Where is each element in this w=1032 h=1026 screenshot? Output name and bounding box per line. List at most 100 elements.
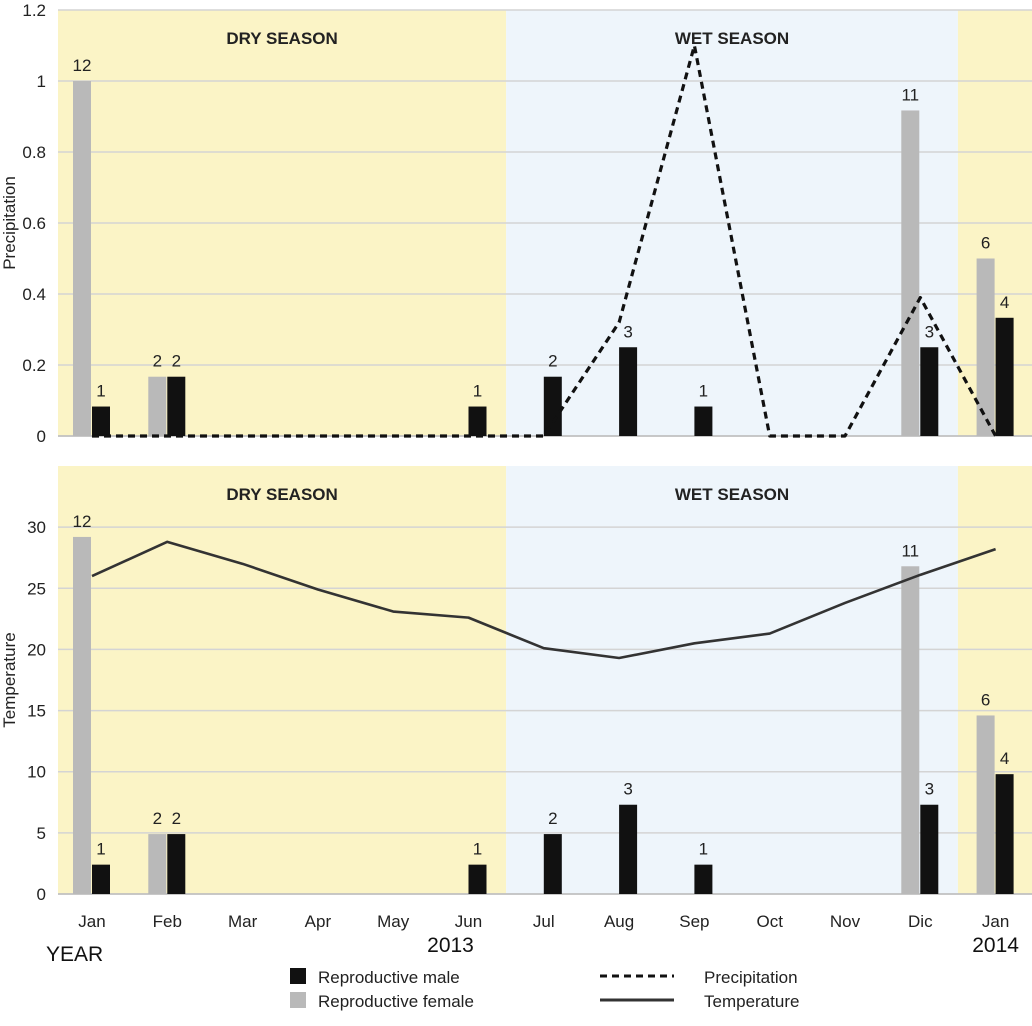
male-bar-dic-11 bbox=[920, 804, 939, 894]
male-count-label: 2 bbox=[548, 809, 557, 828]
male-count-label: 3 bbox=[925, 780, 934, 799]
female-bar-feb-1 bbox=[148, 376, 167, 436]
male-count-label: 1 bbox=[699, 840, 708, 859]
temperature-line bbox=[91, 540, 997, 660]
female-bar-jan-12 bbox=[976, 715, 995, 894]
male-bar-feb-1 bbox=[167, 834, 186, 894]
y-tick-label: 1.2 bbox=[22, 1, 46, 20]
x-tick-label-oct-9: Oct bbox=[756, 912, 783, 931]
male-bar-aug-7 bbox=[619, 347, 638, 436]
y-tick-label: 0 bbox=[37, 885, 46, 904]
female-count-label: 2 bbox=[153, 809, 162, 828]
y-tick-label: 0.6 bbox=[22, 214, 46, 233]
x-tick-label-jan-12: Jan bbox=[982, 912, 1009, 931]
y-tick-label: 1 bbox=[37, 72, 46, 91]
x-tick-label-sep-8: Sep bbox=[679, 912, 709, 931]
x-tick-label-aug-7: Aug bbox=[604, 912, 634, 931]
x-tick-label-jan-0: Jan bbox=[78, 912, 105, 931]
year-2013-label: 2013 bbox=[427, 934, 474, 957]
temperature-panel: 0 5 10 15 20 25 30 Temperature DRY SEASON WET SEA… bbox=[0, 466, 1032, 904]
male-count-label: 2 bbox=[172, 352, 181, 371]
male-bar-jun-5 bbox=[468, 406, 487, 436]
x-tick-label-feb-1: Feb bbox=[153, 912, 182, 931]
season-label-1: WET SEASON bbox=[675, 29, 789, 48]
female-bar-jan-0 bbox=[73, 81, 91, 436]
male-count-label: 2 bbox=[548, 352, 557, 371]
y-tick-label: 20 bbox=[27, 640, 46, 659]
x-tick-label-mar-2: Mar bbox=[228, 912, 258, 931]
male-count-label: 1 bbox=[699, 382, 708, 401]
x-tick-label-nov-10: Nov bbox=[830, 912, 861, 931]
male-count-label: 3 bbox=[623, 780, 632, 799]
season-label-0: DRY SEASON bbox=[226, 485, 337, 504]
female-count-label: 6 bbox=[981, 690, 990, 709]
male-bar-aug-7 bbox=[619, 804, 638, 894]
x-tick-label-may-4: May bbox=[377, 912, 410, 931]
y-tick-label: 15 bbox=[27, 702, 46, 721]
y-tick-label: 0.8 bbox=[22, 143, 46, 162]
male-bar-dic-11 bbox=[920, 347, 939, 436]
precipitation-panel: 0 0.2 0.4 0.6 0.8 1 1.2 Precipitation DRY SEASON… bbox=[0, 1, 1032, 446]
x-axis: Jan Feb Mar Apr May Jun Jul Aug Sep Oct Nov Dic Jan Y… bbox=[46, 912, 1019, 966]
season-label-1: WET SEASON bbox=[675, 485, 789, 504]
precipitation-line bbox=[92, 43, 998, 438]
male-bar-jan-12 bbox=[995, 774, 1014, 894]
male-bar-feb-1 bbox=[167, 376, 186, 436]
female-count-label: 12 bbox=[73, 512, 92, 531]
legend-label-3: Temperature bbox=[704, 992, 799, 1011]
female-bar-jan-0 bbox=[73, 536, 91, 894]
male-bar-sep-8 bbox=[694, 864, 713, 894]
year-2014-label: 2014 bbox=[972, 934, 1019, 957]
male-count-label: 1 bbox=[473, 840, 482, 859]
x-tick-label-dic-11: Dic bbox=[908, 912, 933, 931]
male-count-label: 4 bbox=[1000, 293, 1009, 312]
legend-swatch-1 bbox=[290, 992, 306, 1008]
legend-label-1: Reproductive female bbox=[318, 992, 474, 1011]
male-count-label: 3 bbox=[623, 322, 632, 341]
y-tick-label: 5 bbox=[37, 824, 46, 843]
year-prefix-label: YEAR bbox=[46, 943, 103, 966]
female-count-label: 11 bbox=[901, 541, 919, 560]
male-bar-jan-0 bbox=[92, 864, 110, 894]
male-bar-jun-5 bbox=[468, 864, 487, 894]
y-tick-label: 30 bbox=[27, 518, 46, 537]
y-tick-label: 10 bbox=[27, 763, 46, 782]
female-bar-dic-11 bbox=[901, 566, 920, 894]
male-count-label: 3 bbox=[925, 322, 934, 341]
male-bar-jul-6 bbox=[543, 376, 562, 436]
legend: Reproductive male Reproductive female Prec… bbox=[290, 968, 799, 1011]
female-count-label: 6 bbox=[981, 234, 990, 253]
season-band-2 bbox=[957, 466, 1032, 894]
y-tick-label: 0.2 bbox=[22, 356, 46, 375]
male-count-label: 1 bbox=[96, 840, 105, 859]
y-axis-label: Temperature bbox=[0, 632, 19, 727]
male-bar-sep-8 bbox=[694, 406, 713, 436]
male-count-label: 2 bbox=[172, 809, 181, 828]
y-tick-label: 0.4 bbox=[22, 285, 46, 304]
female-bar-dic-11 bbox=[901, 110, 920, 436]
season-band-0 bbox=[58, 466, 507, 894]
male-count-label: 1 bbox=[473, 382, 482, 401]
x-tick-label-jun-5: Jun bbox=[455, 912, 482, 931]
y-tick-label: 0 bbox=[37, 427, 46, 446]
y-tick-label: 25 bbox=[27, 579, 46, 598]
x-tick-label-apr-3: Apr bbox=[305, 912, 332, 931]
legend-label-2: Precipitation bbox=[704, 968, 798, 987]
legend-label-0: Reproductive male bbox=[318, 968, 460, 987]
female-bar-feb-1 bbox=[148, 834, 167, 894]
legend-swatch-0 bbox=[290, 968, 306, 984]
male-bar-jan-12 bbox=[995, 317, 1014, 436]
season-band-1 bbox=[506, 466, 958, 894]
female-count-label: 12 bbox=[73, 56, 92, 75]
x-tick-label-jul-6: Jul bbox=[533, 912, 555, 931]
male-count-label: 4 bbox=[1000, 749, 1009, 768]
female-count-label: 11 bbox=[901, 85, 919, 104]
male-bar-jul-6 bbox=[543, 834, 562, 894]
y-axis-label: Precipitation bbox=[0, 176, 19, 270]
male-count-label: 1 bbox=[96, 382, 105, 401]
season-label-0: DRY SEASON bbox=[226, 29, 337, 48]
female-bar-jan-12 bbox=[976, 258, 995, 436]
male-bar-jan-0 bbox=[92, 406, 110, 436]
female-count-label: 2 bbox=[153, 352, 162, 371]
